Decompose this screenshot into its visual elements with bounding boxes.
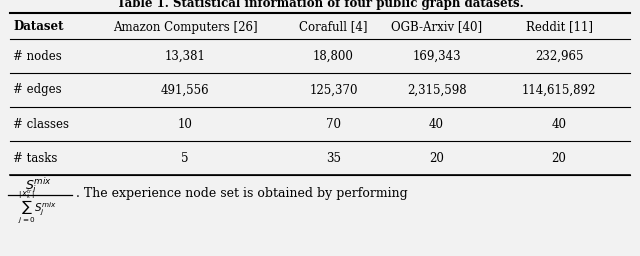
Text: Corafull [4]: Corafull [4] bbox=[300, 20, 368, 34]
Text: 10: 10 bbox=[177, 118, 193, 131]
Text: 35: 35 bbox=[326, 152, 341, 165]
Text: 169,343: 169,343 bbox=[412, 49, 461, 62]
Text: # edges: # edges bbox=[13, 83, 61, 97]
Text: 70: 70 bbox=[326, 118, 341, 131]
Text: # tasks: # tasks bbox=[13, 152, 58, 165]
Text: # classes: # classes bbox=[13, 118, 69, 131]
Text: Reddit [11]: Reddit [11] bbox=[525, 20, 593, 34]
Text: . The experience node set is obtained by performing: . The experience node set is obtained by… bbox=[76, 187, 408, 200]
Text: 114,615,892: 114,615,892 bbox=[522, 83, 596, 97]
Text: 2,315,598: 2,315,598 bbox=[406, 83, 467, 97]
Text: 40: 40 bbox=[552, 118, 566, 131]
Text: $\sum_{j=0}^{|X_k^{tr}|}S_j^{mix}$: $\sum_{j=0}^{|X_k^{tr}|}S_j^{mix}$ bbox=[19, 188, 58, 226]
Text: 40: 40 bbox=[429, 118, 444, 131]
Text: 13,381: 13,381 bbox=[164, 49, 205, 62]
Text: 20: 20 bbox=[429, 152, 444, 165]
Text: 125,370: 125,370 bbox=[309, 83, 358, 97]
Text: 232,965: 232,965 bbox=[535, 49, 583, 62]
Text: 20: 20 bbox=[552, 152, 566, 165]
Text: 491,556: 491,556 bbox=[161, 83, 209, 97]
Text: Dataset: Dataset bbox=[13, 20, 63, 34]
Text: Amazon Computers [26]: Amazon Computers [26] bbox=[113, 20, 257, 34]
Text: 5: 5 bbox=[181, 152, 189, 165]
Text: Table 1. Statistical information of four public graph datasets.: Table 1. Statistical information of four… bbox=[116, 0, 524, 10]
Text: 18,800: 18,800 bbox=[313, 49, 354, 62]
Text: OGB-Arxiv [40]: OGB-Arxiv [40] bbox=[391, 20, 482, 34]
Text: $S_i^{mix}$: $S_i^{mix}$ bbox=[24, 175, 51, 195]
Text: # nodes: # nodes bbox=[13, 49, 61, 62]
